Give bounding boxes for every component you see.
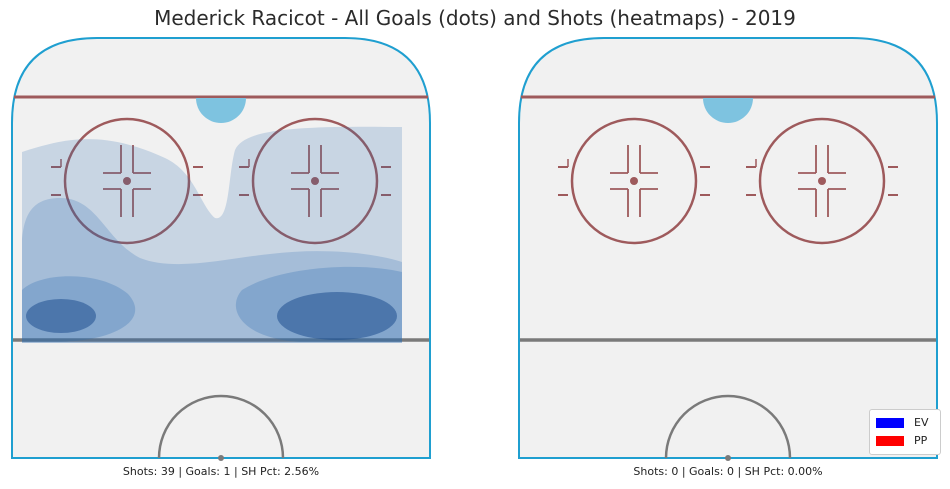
goal-crease	[196, 98, 246, 123]
center-circle	[664, 394, 792, 459]
center-dot	[725, 455, 731, 461]
faceoff-ring	[251, 117, 379, 245]
panel-caption-right: Shots: 0 | Goals: 0 | SH Pct: 0.00%	[633, 465, 822, 478]
chart-title: Mederick Racicot - All Goals (dots) and …	[154, 6, 796, 30]
legend-label-pp: PP	[914, 434, 928, 447]
legend-swatch-ev	[876, 418, 904, 428]
legend: EV PP	[869, 409, 941, 455]
panel-caption-left: Shots: 39 | Goals: 1 | SH Pct: 2.56%	[123, 465, 319, 478]
faceoff-circle-right	[239, 117, 391, 245]
rink-panel-left: Shots: 39 | Goals: 1 | SH Pct: 2.56%	[11, 37, 431, 478]
shot-heatmap	[22, 126, 402, 343]
rink-boards	[518, 37, 938, 459]
faceoff-ring	[758, 117, 886, 245]
faceoff-dot	[123, 177, 131, 185]
rink-panel-right: Shots: 0 | Goals: 0 | SH Pct: 0.00%	[518, 37, 938, 478]
faceoff-ring	[63, 117, 191, 245]
faceoff-dot	[630, 177, 638, 185]
goal-crease	[703, 98, 753, 123]
faceoff-dot	[818, 177, 826, 185]
faceoff-circle-left	[51, 117, 203, 245]
faceoff-circle-right	[746, 117, 898, 245]
center-circle	[157, 394, 285, 459]
rink-boards	[11, 37, 431, 459]
legend-label-ev: EV	[914, 416, 929, 429]
center-dot	[218, 455, 224, 461]
legend-item-pp: PP	[876, 433, 938, 449]
heat-level-4	[277, 292, 397, 340]
heat-level-4	[26, 299, 96, 333]
faceoff-dot	[311, 177, 319, 185]
legend-swatch-pp	[876, 436, 904, 446]
legend-item-ev: EV	[876, 415, 938, 431]
faceoff-ring	[570, 117, 698, 245]
heat-level-1	[22, 126, 402, 343]
faceoff-circle-left	[558, 117, 710, 245]
